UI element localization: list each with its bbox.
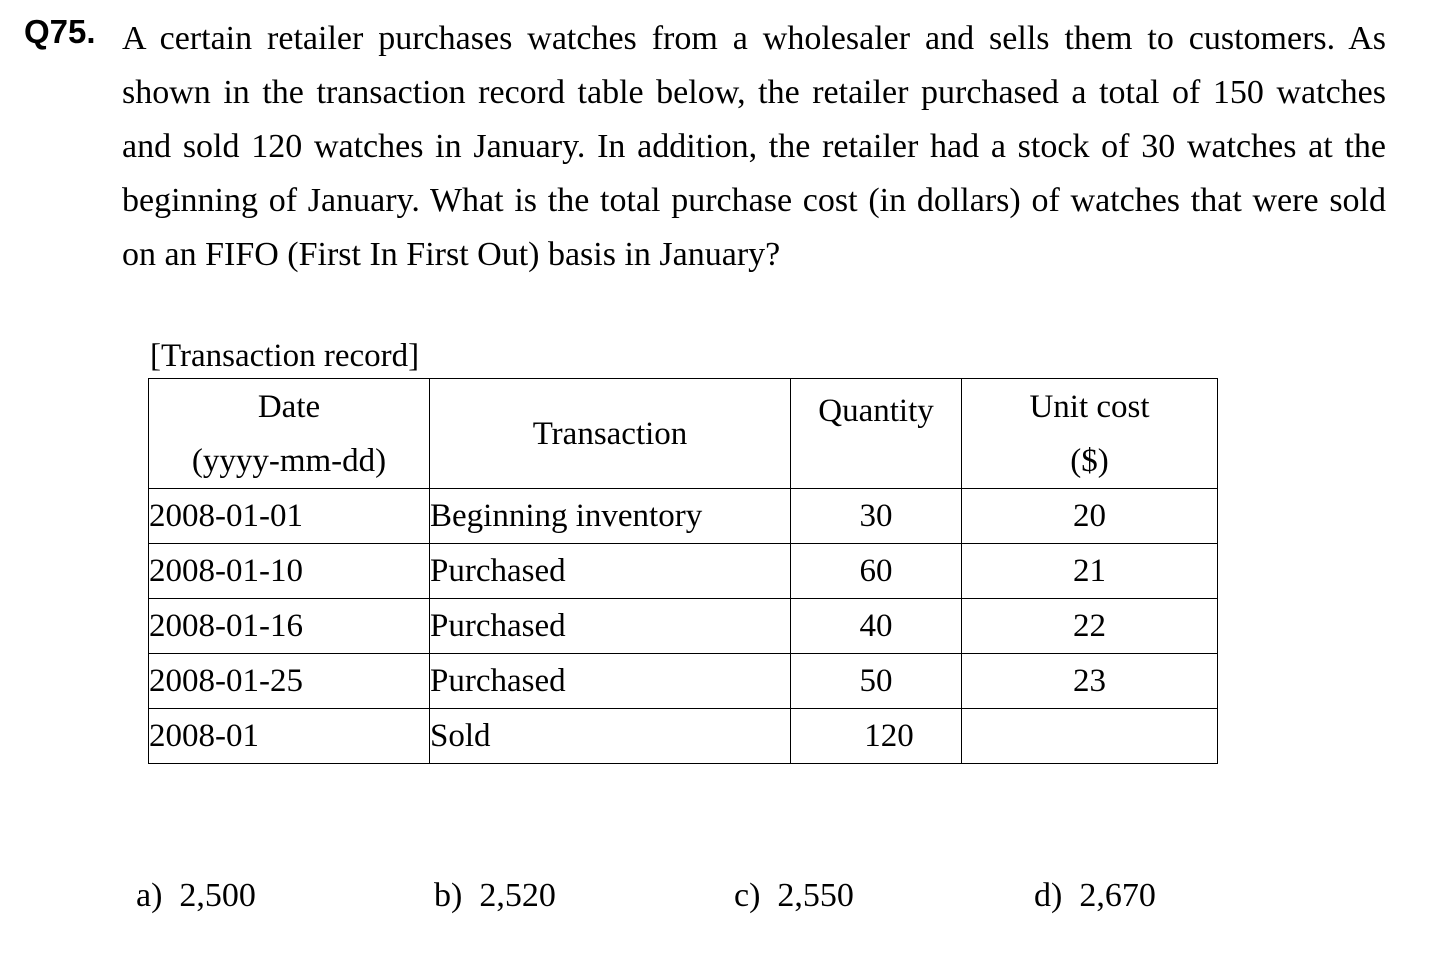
cell-unit-cost: 20	[961, 488, 1218, 544]
option-c-label: c)	[734, 877, 761, 914]
cell-date: 2008-01-16	[148, 598, 430, 654]
header-quantity: Quantity	[790, 378, 962, 489]
header-unit-cost-currency: ($)	[1070, 442, 1109, 479]
option-d[interactable]: d) 2,670	[1000, 830, 1156, 962]
cell-quantity: 50	[790, 653, 962, 709]
cell-date: 2008-01-25	[148, 653, 430, 709]
cell-unit-cost: 21	[961, 543, 1218, 599]
table-header-row: Date (yyyy-mm-dd) Transaction Quantity U…	[148, 378, 1218, 489]
option-b[interactable]: b) 2,520	[400, 830, 556, 962]
cell-quantity: 60	[790, 543, 962, 599]
cell-unit-cost: 22	[961, 598, 1218, 654]
cell-date: 2008-01	[148, 708, 430, 764]
cell-unit-cost	[961, 708, 1218, 764]
option-b-label: b)	[434, 877, 463, 914]
cell-date: 2008-01-10	[148, 543, 430, 599]
option-a-value: 2,500	[179, 877, 256, 914]
cell-transaction: Purchased	[429, 653, 791, 709]
cell-unit-cost: 23	[961, 653, 1218, 709]
header-date: Date (yyyy-mm-dd)	[148, 378, 430, 489]
option-c[interactable]: c) 2,550	[700, 830, 854, 962]
cell-date: 2008-01-01	[148, 488, 430, 544]
cell-transaction: Beginning inventory	[429, 488, 791, 544]
cell-quantity: 120	[790, 708, 962, 764]
cell-quantity: 30	[790, 488, 962, 544]
table-row: 2008-01-10 Purchased 60 21	[148, 543, 1218, 599]
table-row: 2008-01-25 Purchased 50 23	[148, 653, 1218, 709]
option-d-value: 2,670	[1079, 877, 1156, 914]
option-d-label: d)	[1034, 877, 1063, 914]
option-b-value: 2,520	[479, 877, 556, 914]
table-row: 2008-01-16 Purchased 40 22	[148, 598, 1218, 654]
option-a-label: a)	[136, 877, 163, 914]
question-number: Q75.	[24, 13, 96, 50]
cell-quantity: 40	[790, 598, 962, 654]
cell-transaction: Purchased	[429, 598, 791, 654]
transaction-table: Date (yyyy-mm-dd) Transaction Quantity U…	[148, 378, 1218, 764]
table-caption: [Transaction record]	[150, 338, 420, 374]
question-text: A certain retailer purchases watches fro…	[122, 20, 1386, 273]
header-date-format: (yyyy-mm-dd)	[191, 442, 387, 479]
table-row: 2008-01 Sold 120	[148, 708, 1218, 764]
header-unit-cost-label: Unit cost	[1029, 388, 1150, 425]
table-row: 2008-01-01 Beginning inventory 30 20	[148, 488, 1218, 544]
header-date-label: Date	[257, 388, 321, 425]
header-unit-cost: Unit cost ($)	[961, 378, 1218, 489]
cell-transaction: Purchased	[429, 543, 791, 599]
option-c-value: 2,550	[777, 877, 854, 914]
cell-transaction: Sold	[429, 708, 791, 764]
header-transaction: Transaction	[429, 378, 791, 489]
option-a[interactable]: a) 2,500	[102, 830, 256, 962]
